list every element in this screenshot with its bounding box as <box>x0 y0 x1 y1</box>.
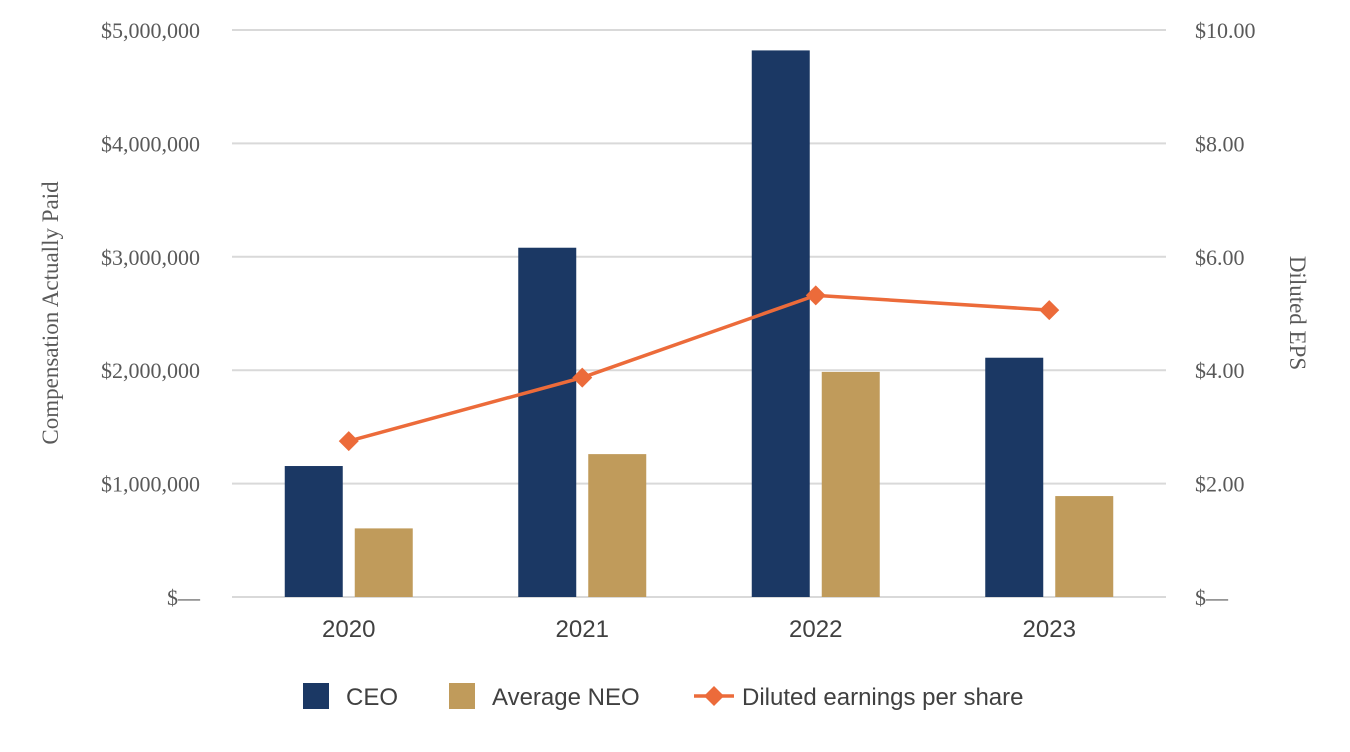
bar-ceo <box>284 466 343 597</box>
x-tick-label: 2021 <box>556 616 609 643</box>
eps-point <box>338 431 359 452</box>
eps-point <box>1039 300 1060 321</box>
y-tick-label: $5,000,000 <box>101 18 200 43</box>
legend-swatch <box>449 683 475 709</box>
y2-tick-label: $4.00 <box>1195 358 1245 383</box>
y-tick-label: $— <box>167 585 201 610</box>
y2-axis-title: Diluted EPS <box>1285 256 1310 370</box>
y-tick-label: $2,000,000 <box>101 358 200 383</box>
y-axis-title: Compensation Actually Paid <box>38 181 63 445</box>
legend-swatch <box>303 683 329 709</box>
y-tick-label: $4,000,000 <box>101 131 200 156</box>
y2-tick-label: $— <box>1195 585 1229 610</box>
y-tick-label: $3,000,000 <box>101 245 200 270</box>
bar-average-neo <box>588 454 647 597</box>
x-tick-label: 2020 <box>322 616 375 643</box>
bar-ceo <box>985 357 1044 597</box>
y2-tick-label: $2.00 <box>1195 472 1245 497</box>
legend: CEO Average NEO Diluted earnings per share <box>303 683 1024 711</box>
y2-tick-label: $6.00 <box>1195 245 1245 270</box>
legend-diamond-marker <box>704 686 724 706</box>
y2-tick-label: $10.00 <box>1195 18 1256 43</box>
eps-point <box>805 285 826 306</box>
legend-label: Average NEO <box>492 684 640 711</box>
x-tick-label: 2022 <box>789 616 842 643</box>
eps-point <box>572 367 593 388</box>
bar-average-neo <box>1055 496 1114 597</box>
legend-label: CEO <box>346 684 398 711</box>
x-tick-label: 2023 <box>1023 616 1076 643</box>
legend-label: Diluted earnings per share <box>742 684 1024 711</box>
bar-average-neo <box>354 528 413 597</box>
y2-tick-label: $8.00 <box>1195 131 1245 156</box>
y-tick-label: $1,000,000 <box>101 472 200 497</box>
bar-ceo <box>518 247 577 597</box>
bar-ceo <box>751 50 810 598</box>
bar-average-neo <box>821 371 880 597</box>
eps-line <box>348 293 1050 443</box>
